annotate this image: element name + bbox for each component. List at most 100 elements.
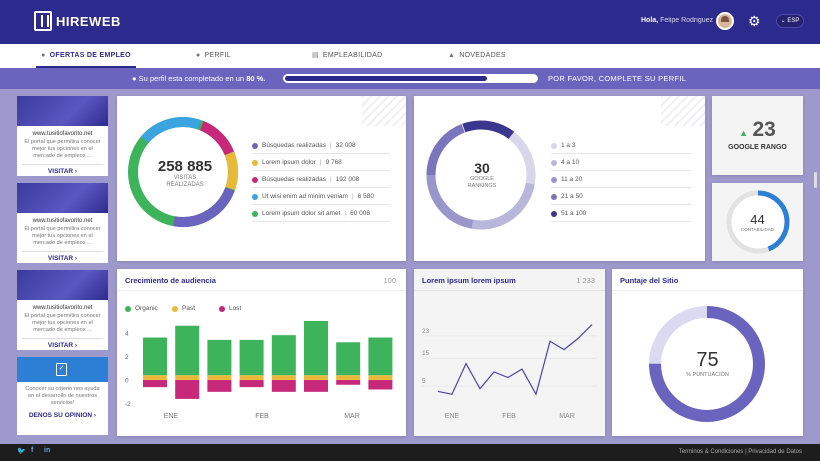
audience-number: 100 (383, 276, 396, 285)
legend-label: 4 a 10 (561, 159, 580, 166)
audience-title: Crecimiento de audiencia (125, 276, 216, 285)
legend-dot (551, 142, 557, 149)
legend-label: Ut wisi enim ad minim veniam (262, 193, 348, 200)
visits-center: 258 885 VISITAS REALIZADAS (145, 158, 225, 189)
divider (551, 187, 691, 188)
tab-label: OFERTAS DE EMPLEO (49, 52, 131, 59)
legend-item: 1 a 3 (551, 142, 575, 149)
language-label: ESP (787, 18, 800, 24)
ad-text: El portal que permitira conocer mejor tu… (24, 139, 101, 159)
visit-button[interactable]: VISITAR › (47, 168, 78, 175)
divider (117, 290, 406, 291)
facebook-icon[interactable]: f (31, 447, 34, 454)
logo-text: HIREWEB (56, 13, 121, 29)
footer: 🐦 f in Terminos & Condiciones | Privacid… (0, 444, 820, 461)
tab-novedades[interactable]: ▲ NOVEDADES (448, 44, 506, 68)
legend-value: 192 008 (335, 176, 360, 183)
bar-past (143, 375, 167, 381)
legend-item: Ut wisi enim ad minim veniam | 6 580 (252, 193, 374, 200)
legend-dot (252, 142, 258, 149)
ad-card: www.tusitiofavorito.net El portal que pe… (17, 270, 108, 350)
divider (252, 170, 390, 171)
bar-lost (271, 380, 296, 392)
audience-card: Crecimiento de audiencia 100 Organic Past… (117, 269, 406, 436)
scrollbar[interactable] (814, 172, 817, 188)
bar-organic (207, 339, 232, 376)
x-tick-label: MAR (344, 413, 360, 420)
opinion-text: Conocer su criterio nos ayuda en el desa… (25, 386, 100, 406)
rankings-segment-4 (426, 120, 536, 230)
trend-up-icon: ▲ (739, 128, 749, 138)
legend-value: 60 008 (350, 210, 370, 217)
bar-organic (336, 342, 361, 376)
linkedin-icon[interactable]: in (44, 447, 51, 454)
divider (252, 153, 390, 154)
gear-icon[interactable]: ⚙ (748, 13, 761, 29)
legend-label: Búsquedas realizadas (262, 142, 326, 149)
divider (22, 338, 103, 339)
footer-links[interactable]: Terminos & Condiciones | Privacidad de D… (678, 449, 802, 455)
bar-lost (336, 380, 361, 385)
tab-label: PERFIL (204, 52, 231, 59)
tab-empleabilidad[interactable]: ▤ EMPLEABILIDAD (312, 44, 382, 68)
bar-past (207, 375, 232, 381)
bar-past (175, 375, 200, 381)
legend-label: Lorem ipsum dolor sit amet (262, 210, 341, 217)
divider (414, 290, 605, 291)
rankings-center: 30 GOOGLE RANKINGS (447, 160, 517, 189)
legend-item: 21 a 50 (551, 193, 583, 200)
divider (551, 204, 691, 205)
site-score-label: % PUNTUACIÓN (686, 372, 729, 378)
legend-label: Lorem ipsum dolor (262, 159, 316, 166)
legend-dot (551, 193, 557, 200)
divider (252, 187, 390, 188)
ad-url[interactable]: www.tusitiofavorito.net (32, 218, 93, 224)
ad-url[interactable]: www.tusitiofavorito.net (32, 131, 93, 137)
divider (612, 290, 803, 291)
legend-dot (252, 159, 258, 166)
progress-label: Su perfil esta completado en un (138, 74, 245, 83)
legend-label: 51 a 100 (561, 210, 587, 217)
x-tick-label: ENE (445, 413, 460, 420)
visits-donut (128, 117, 238, 227)
tab-ofertas-de-empleo[interactable]: ● OFERTAS DE EMPLEO (36, 44, 136, 68)
lorem-chart-title: Lorem ipsum lorem ipsum (422, 276, 516, 285)
card-pattern (661, 96, 705, 126)
legend-label: Lost (229, 305, 242, 312)
bar-lost (368, 380, 393, 390)
tab-label: EMPLEABILIDAD (322, 52, 383, 59)
contabilidad-label: CONTABILIDAD (741, 227, 774, 232)
logo[interactable]: HIREWEB (34, 11, 121, 31)
language-selector[interactable]: ⌄ ESP (776, 14, 804, 28)
ad-url[interactable]: www.tusitiofavorito.net (32, 305, 93, 311)
contabilidad-value: 44 (750, 212, 765, 227)
legend-label: Búsquedas realizadas (262, 176, 326, 183)
audience-bar-chart: 4 2 0 -2 ENE FEB MAR (125, 321, 393, 420)
donut-segment-purple (128, 117, 238, 227)
legend-item: Lorem ipsum dolor | 9 768 (252, 159, 342, 166)
give-opinion-button[interactable]: DENOS SU OPINION › (28, 412, 97, 419)
divider (22, 251, 103, 252)
rankings-value: 30 (474, 160, 490, 176)
bar-lost (143, 380, 167, 388)
legend-item: Organic (125, 305, 158, 312)
legend-dot (252, 193, 258, 200)
divider (551, 221, 691, 222)
bar-past (336, 375, 361, 381)
bell-icon: ▲ (448, 52, 456, 59)
bar-past (304, 375, 328, 381)
clipboard-check-icon: ✓ (56, 363, 67, 376)
twitter-icon[interactable]: 🐦 (17, 448, 26, 455)
user-greeting: Hola, Felipe Rodriguez (641, 17, 713, 24)
complete-profile-link[interactable]: POR FAVOR, COMPLETE SU PERFIL (548, 74, 687, 83)
tab-perfil[interactable]: ● PERFIL (196, 44, 231, 68)
legend-item: Past (172, 305, 195, 312)
user-icon: ● (132, 74, 137, 83)
visit-button[interactable]: VISITAR › (47, 255, 78, 262)
visit-button[interactable]: VISITAR › (47, 342, 78, 349)
contabilidad-gauge (726, 190, 790, 254)
progress-text: ● Su perfil esta completado en un 80 %. (132, 74, 265, 83)
user-name: Felipe Rodriguez (660, 17, 713, 24)
legend-item: Lost (219, 305, 241, 312)
avatar[interactable] (716, 12, 734, 30)
